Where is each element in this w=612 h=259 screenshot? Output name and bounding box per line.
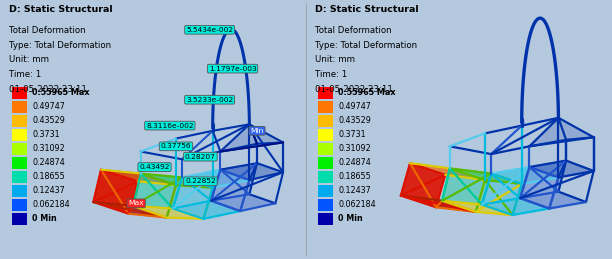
Polygon shape (141, 174, 213, 188)
Text: 0.28207: 0.28207 (185, 154, 216, 160)
Text: 0.3731: 0.3731 (338, 130, 366, 139)
Polygon shape (529, 118, 594, 146)
Bar (12, 171, 27, 183)
Text: 0.49747: 0.49747 (338, 102, 371, 111)
Text: Total Deformation: Total Deformation (9, 26, 86, 35)
Polygon shape (211, 194, 275, 211)
Bar (318, 101, 333, 113)
Polygon shape (93, 170, 141, 206)
Bar (12, 199, 27, 211)
Polygon shape (442, 168, 491, 205)
Bar (12, 185, 27, 197)
Text: 0.062184: 0.062184 (338, 200, 376, 209)
Text: Total Deformation: Total Deformation (315, 26, 392, 35)
Polygon shape (101, 170, 176, 185)
Text: 0.43529: 0.43529 (338, 116, 371, 125)
Bar (318, 199, 333, 211)
Bar (318, 143, 333, 155)
Bar (318, 185, 333, 197)
Bar (318, 129, 333, 141)
Text: D: Static Structural: D: Static Structural (315, 5, 419, 14)
Text: 0.12437: 0.12437 (338, 186, 371, 195)
Polygon shape (410, 163, 485, 180)
Polygon shape (93, 170, 138, 214)
Text: 8.3116e-002: 8.3116e-002 (146, 123, 193, 129)
Bar (12, 157, 27, 169)
Polygon shape (220, 163, 283, 180)
Text: Type: Total Deformation: Type: Total Deformation (315, 41, 417, 50)
Polygon shape (401, 163, 446, 207)
Bar (12, 87, 27, 99)
Bar (12, 213, 27, 225)
Polygon shape (442, 201, 512, 215)
Bar (12, 115, 27, 127)
Bar (318, 157, 333, 169)
Text: 0.43492: 0.43492 (140, 164, 170, 170)
Text: 0.062184: 0.062184 (32, 200, 70, 209)
Text: 0.31092: 0.31092 (338, 144, 371, 153)
Polygon shape (133, 206, 203, 219)
Text: 0.55965 Max: 0.55965 Max (32, 88, 90, 97)
Text: D: Static Structural: D: Static Structural (9, 5, 113, 14)
Polygon shape (173, 201, 240, 219)
Polygon shape (482, 167, 529, 205)
Text: 0.24874: 0.24874 (338, 158, 371, 167)
Text: 0 Min: 0 Min (32, 214, 57, 223)
Polygon shape (401, 196, 476, 212)
Text: 0.24874: 0.24874 (32, 158, 65, 167)
Text: 0.12437: 0.12437 (32, 186, 65, 195)
Polygon shape (182, 170, 250, 188)
Text: 1.1797e-003: 1.1797e-003 (209, 66, 256, 72)
Polygon shape (450, 168, 521, 184)
Text: 5.5434e-002: 5.5434e-002 (186, 27, 233, 33)
Text: Unit: mm: Unit: mm (315, 55, 355, 64)
Text: 0.43529: 0.43529 (32, 116, 65, 125)
Text: 0.22852: 0.22852 (185, 178, 216, 184)
Text: 0.18655: 0.18655 (338, 172, 371, 181)
Polygon shape (491, 167, 559, 184)
Bar (318, 213, 333, 225)
Text: 0.31092: 0.31092 (32, 144, 65, 153)
Text: Min: Min (250, 128, 264, 134)
Text: 0.49747: 0.49747 (32, 102, 65, 111)
Text: 0.3731: 0.3731 (32, 130, 60, 139)
Bar (12, 143, 27, 155)
Text: 01-05-2022 23:11: 01-05-2022 23:11 (9, 85, 87, 94)
Polygon shape (220, 124, 283, 152)
Bar (12, 101, 27, 113)
Bar (12, 129, 27, 141)
Polygon shape (133, 174, 182, 208)
Polygon shape (211, 163, 257, 201)
Text: Time: 1: Time: 1 (9, 70, 42, 79)
Polygon shape (93, 202, 166, 218)
Bar (318, 171, 333, 183)
Text: 01-05-2022 23:11: 01-05-2022 23:11 (315, 85, 393, 94)
Polygon shape (173, 170, 220, 208)
Text: Type: Total Deformation: Type: Total Deformation (9, 41, 111, 50)
Text: Max: Max (129, 200, 144, 206)
Polygon shape (482, 198, 550, 215)
Text: Time: 1: Time: 1 (315, 70, 348, 79)
Bar (318, 87, 333, 99)
Text: 0.18655: 0.18655 (32, 172, 65, 181)
Text: 0.55965 Max: 0.55965 Max (338, 88, 396, 97)
Text: 3.5233e-002: 3.5233e-002 (186, 97, 233, 103)
Bar (318, 115, 333, 127)
Text: 0.37756: 0.37756 (160, 143, 192, 149)
Text: 0 Min: 0 Min (338, 214, 363, 223)
Text: Unit: mm: Unit: mm (9, 55, 49, 64)
Polygon shape (529, 161, 594, 177)
Polygon shape (520, 161, 566, 198)
Polygon shape (520, 192, 586, 208)
